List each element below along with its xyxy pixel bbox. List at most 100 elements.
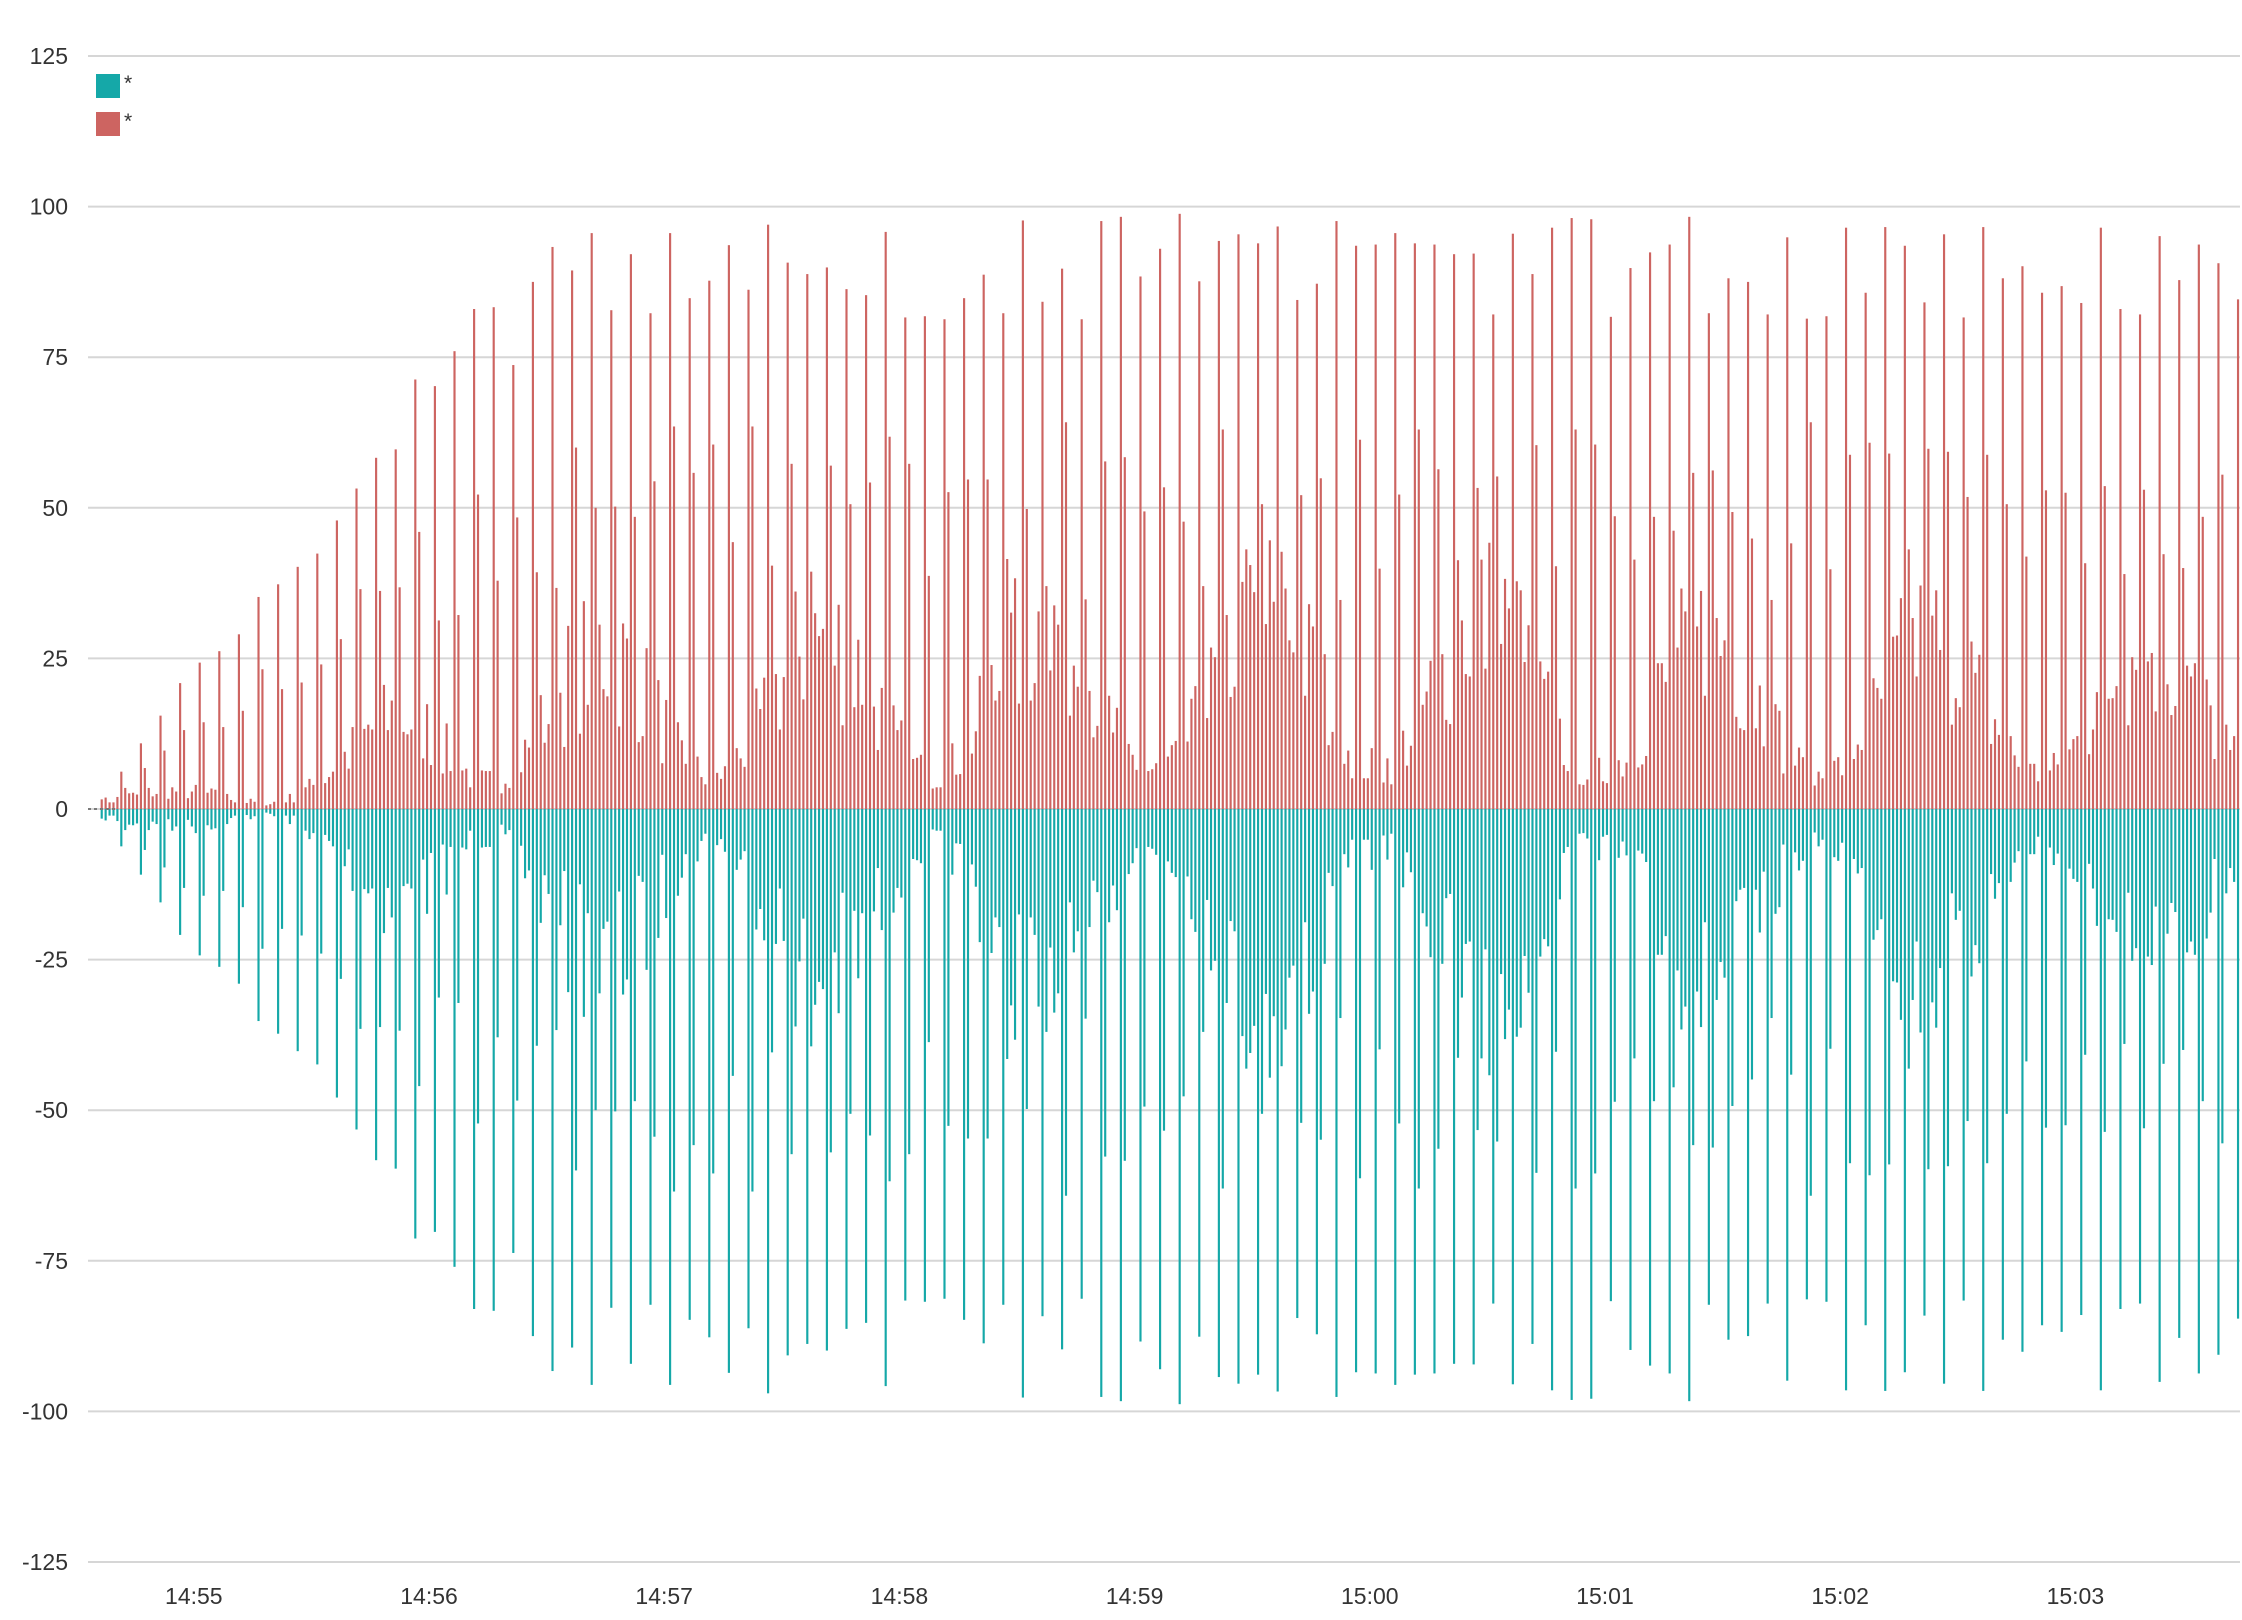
bar-series-a[interactable] [1805, 809, 1808, 1300]
bar-series-a[interactable] [186, 809, 190, 820]
bar-series-a[interactable] [1127, 809, 1130, 875]
bar-series-a[interactable] [790, 809, 793, 1155]
bar-series-b[interactable] [1656, 663, 1659, 809]
bar-series-b[interactable] [531, 281, 534, 809]
bar-series-b[interactable] [829, 465, 832, 809]
bar-series-b[interactable] [175, 791, 178, 809]
bar-series-a[interactable] [1217, 809, 1220, 1378]
bar-series-a[interactable] [147, 809, 150, 831]
bar-series-a[interactable] [139, 809, 142, 875]
bar-series-a[interactable] [1339, 809, 1342, 1019]
bar-series-a[interactable] [723, 809, 727, 852]
bar-series-b[interactable] [1217, 240, 1220, 810]
bar-series-a[interactable] [1354, 809, 1358, 1373]
bar-series-b[interactable] [861, 704, 864, 809]
bar-series-b[interactable] [688, 298, 691, 809]
bar-series-b[interactable] [2209, 705, 2212, 809]
bar-series-b[interactable] [810, 571, 813, 809]
bar-series-b[interactable] [629, 254, 632, 810]
bar-series-b[interactable] [245, 802, 248, 809]
bar-series-b[interactable] [672, 426, 676, 809]
bar-series-a[interactable] [1280, 809, 1283, 1067]
bar-series-a[interactable] [1986, 809, 1989, 1164]
bar-series-a[interactable] [919, 809, 923, 864]
bar-series-a[interactable] [606, 809, 609, 922]
bar-series-a[interactable] [904, 809, 907, 1301]
bar-series-a[interactable] [2044, 809, 2048, 1128]
bar-series-a[interactable] [1762, 809, 1765, 872]
bar-series-b[interactable] [171, 787, 174, 809]
bar-series-b[interactable] [1856, 744, 1859, 809]
bar-series-a[interactable] [680, 809, 683, 878]
bar-series-a[interactable] [888, 809, 891, 1182]
bar-series-a[interactable] [1950, 809, 1953, 894]
bar-series-b[interactable] [1284, 588, 1287, 809]
bar-series-b[interactable] [1739, 728, 1742, 809]
bar-series-b[interactable] [441, 773, 444, 809]
bar-series-a[interactable] [853, 809, 856, 911]
bar-series-b[interactable] [1523, 662, 1526, 809]
bar-series-a[interactable] [2103, 809, 2106, 1132]
bar-series-a[interactable] [218, 809, 221, 967]
bar-series-b[interactable] [1821, 778, 1824, 809]
bar-series-b[interactable] [539, 695, 542, 809]
bar-series-a[interactable] [1343, 809, 1346, 855]
bar-series-b[interactable] [1790, 543, 1793, 809]
bar-series-b[interactable] [1213, 657, 1217, 809]
bar-series-a[interactable] [1374, 809, 1377, 1374]
bar-series-a[interactable] [104, 809, 107, 821]
bar-series-a[interactable] [1253, 809, 1256, 1026]
bar-series-a[interactable] [1864, 809, 1867, 1326]
bar-series-b[interactable] [304, 787, 307, 809]
bar-series-b[interactable] [1637, 767, 1640, 809]
bar-series-a[interactable] [535, 809, 538, 1046]
bar-series-a[interactable] [947, 809, 950, 1126]
bar-series-a[interactable] [1735, 809, 1738, 902]
bar-series-a[interactable] [2037, 809, 2040, 837]
bar-series-a[interactable] [1758, 809, 1761, 933]
bar-series-b[interactable] [892, 705, 895, 809]
bar-series-b[interactable] [1699, 590, 1703, 809]
bar-series-b[interactable] [865, 295, 868, 809]
bar-series-a[interactable] [810, 809, 813, 1047]
bar-series-b[interactable] [637, 742, 640, 809]
bar-series-a[interactable] [128, 809, 131, 825]
bar-series-a[interactable] [1061, 809, 1064, 1350]
bar-series-a[interactable] [120, 809, 123, 847]
bar-series-a[interactable] [1245, 809, 1248, 1069]
bar-series-a[interactable] [2013, 809, 2016, 863]
bar-series-a[interactable] [112, 809, 115, 816]
bar-series-b[interactable] [1550, 227, 1554, 809]
bar-series-b[interactable] [308, 778, 311, 809]
bar-series-a[interactable] [1570, 809, 1573, 1400]
bar-series-b[interactable] [1884, 227, 1887, 809]
bar-series-b[interactable] [547, 724, 550, 809]
bar-series-a[interactable] [1480, 809, 1483, 1059]
bar-series-a[interactable] [1366, 809, 1369, 840]
bar-series-a[interactable] [1186, 809, 1189, 877]
bar-series-a[interactable] [1939, 809, 1942, 969]
bar-series-b[interactable] [2037, 781, 2040, 809]
bar-series-b[interactable] [186, 798, 190, 809]
bar-series-b[interactable] [288, 793, 291, 809]
bar-series-b[interactable] [763, 677, 766, 809]
bar-series-a[interactable] [645, 809, 648, 970]
bar-series-a[interactable] [159, 809, 162, 903]
bar-series-b[interactable] [520, 772, 523, 809]
bar-series-b[interactable] [331, 771, 335, 809]
bar-series-a[interactable] [233, 809, 237, 816]
bar-series-b[interactable] [1688, 216, 1691, 809]
bar-series-b[interactable] [755, 688, 758, 809]
bar-series-b[interactable] [1151, 769, 1154, 809]
bar-series-a[interactable] [1511, 809, 1514, 1385]
bar-series-b[interactable] [1139, 276, 1142, 809]
bar-series-a[interactable] [1801, 809, 1805, 861]
bar-series-a[interactable] [222, 809, 225, 891]
bar-series-b[interactable] [1162, 487, 1166, 809]
bar-series-b[interactable] [1260, 504, 1264, 809]
bar-series-a[interactable] [280, 809, 284, 929]
bar-series-b[interactable] [523, 739, 527, 809]
bar-series-a[interactable] [927, 809, 930, 1043]
bar-series-a[interactable] [1147, 809, 1150, 847]
bar-series-a[interactable] [653, 809, 656, 1137]
